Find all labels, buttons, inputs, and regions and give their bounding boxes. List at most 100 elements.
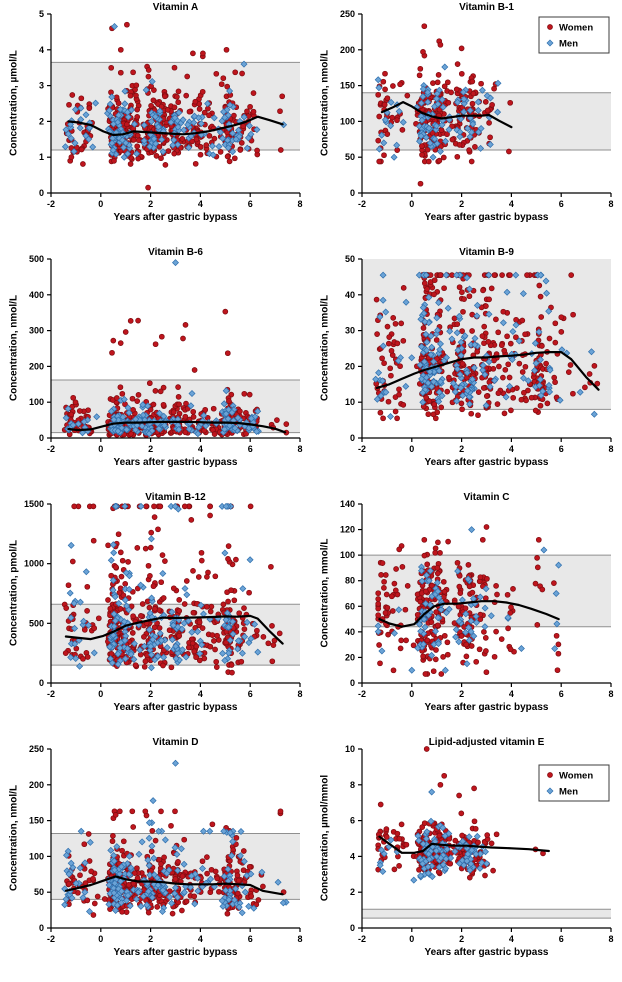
svg-text:0: 0	[409, 199, 414, 209]
scatter-men-points	[372, 271, 598, 420]
svg-text:4: 4	[198, 934, 203, 944]
svg-text:2: 2	[148, 444, 153, 454]
svg-text:150: 150	[29, 816, 44, 826]
legend-label-women: Women	[559, 23, 593, 34]
svg-text:0: 0	[39, 923, 44, 933]
svg-text:4: 4	[350, 851, 355, 861]
svg-text:-2: -2	[47, 199, 55, 209]
svg-text:400: 400	[29, 290, 44, 300]
svg-text:2: 2	[350, 887, 355, 897]
svg-text:0: 0	[39, 433, 44, 443]
svg-text:4: 4	[39, 45, 44, 55]
x-axis-label: Years after gastric bypass	[113, 457, 238, 468]
svg-text:0: 0	[409, 689, 414, 699]
svg-text:6: 6	[350, 816, 355, 826]
svg-text:5: 5	[39, 9, 44, 19]
chart-title: Vitamin B-6	[148, 247, 203, 258]
svg-text:-2: -2	[47, 689, 55, 699]
svg-text:50: 50	[345, 254, 355, 264]
svg-text:4: 4	[198, 689, 203, 699]
svg-text:3: 3	[39, 81, 44, 91]
svg-text:6: 6	[559, 444, 564, 454]
svg-text:20: 20	[345, 361, 355, 371]
svg-text:4: 4	[509, 689, 514, 699]
scatter-men-points	[66, 502, 262, 672]
svg-text:0: 0	[350, 678, 355, 688]
chart-title: Vitamin A	[152, 2, 199, 13]
svg-text:8: 8	[608, 689, 613, 699]
panel-vitamin-e: Lipid-adjusted vitamin E Concentration, …	[311, 735, 622, 982]
svg-text:8: 8	[608, 199, 613, 209]
svg-text:1: 1	[39, 152, 44, 162]
x-axis-label: Years after gastric bypass	[424, 947, 549, 958]
svg-text:0: 0	[39, 188, 44, 198]
panel-vitamin-b9: Vitamin B-9 Concentration, nmol/L 0 10 20 3…	[311, 245, 622, 490]
svg-text:6: 6	[559, 934, 564, 944]
svg-text:0: 0	[98, 689, 103, 699]
trend-line	[378, 835, 550, 854]
svg-text:100: 100	[29, 851, 44, 861]
svg-text:80: 80	[345, 576, 355, 586]
svg-text:30: 30	[345, 326, 355, 336]
svg-text:-2: -2	[358, 689, 366, 699]
svg-text:1000: 1000	[24, 559, 44, 569]
svg-text:2: 2	[459, 199, 464, 209]
x-axis-label: Years after gastric bypass	[424, 702, 549, 713]
reference-band	[362, 908, 611, 919]
scatter-men-points	[374, 526, 563, 674]
legend-label-men: Men	[559, 39, 578, 50]
svg-text:50: 50	[34, 887, 44, 897]
svg-text:200: 200	[29, 780, 44, 790]
chart-title: Vitamin D	[152, 737, 199, 748]
trend-line	[67, 115, 284, 137]
svg-text:250: 250	[29, 744, 44, 754]
svg-text:8: 8	[297, 444, 302, 454]
svg-text:2: 2	[148, 689, 153, 699]
svg-text:2: 2	[459, 934, 464, 944]
trend-line	[64, 614, 284, 645]
legend-label-women: Women	[559, 771, 593, 782]
svg-text:0: 0	[409, 934, 414, 944]
svg-text:-2: -2	[47, 444, 55, 454]
svg-text:0: 0	[98, 934, 103, 944]
chart-title: Vitamin B-12	[145, 492, 206, 503]
svg-text:8: 8	[297, 934, 302, 944]
panel-vitamin-b1: Vitamin B-1 Concentration, nmol/L 0 50 100…	[311, 0, 622, 245]
svg-text:200: 200	[340, 45, 355, 55]
svg-text:6: 6	[248, 934, 253, 944]
svg-text:0: 0	[409, 444, 414, 454]
svg-text:200: 200	[29, 361, 44, 371]
legend: Women Men	[538, 16, 610, 54]
svg-text:2: 2	[148, 199, 153, 209]
trend-line	[375, 350, 600, 391]
svg-text:120: 120	[340, 525, 355, 535]
svg-text:6: 6	[248, 689, 253, 699]
trend-line	[380, 100, 513, 129]
svg-text:100: 100	[340, 116, 355, 126]
svg-text:2: 2	[459, 444, 464, 454]
scatter-men-points	[376, 788, 491, 884]
panel-vitamin-c: Vitamin C Concentration, mmol/L 0 20 40 60 8…	[311, 490, 622, 735]
svg-text:2: 2	[459, 689, 464, 699]
svg-text:2: 2	[148, 934, 153, 944]
legend-label-men: Men	[559, 787, 578, 798]
svg-text:6: 6	[248, 199, 253, 209]
x-axis-label: Years after gastric bypass	[424, 457, 549, 468]
svg-text:-2: -2	[47, 934, 55, 944]
x-axis-label: Years after gastric bypass	[113, 947, 238, 958]
svg-text:6: 6	[559, 689, 564, 699]
